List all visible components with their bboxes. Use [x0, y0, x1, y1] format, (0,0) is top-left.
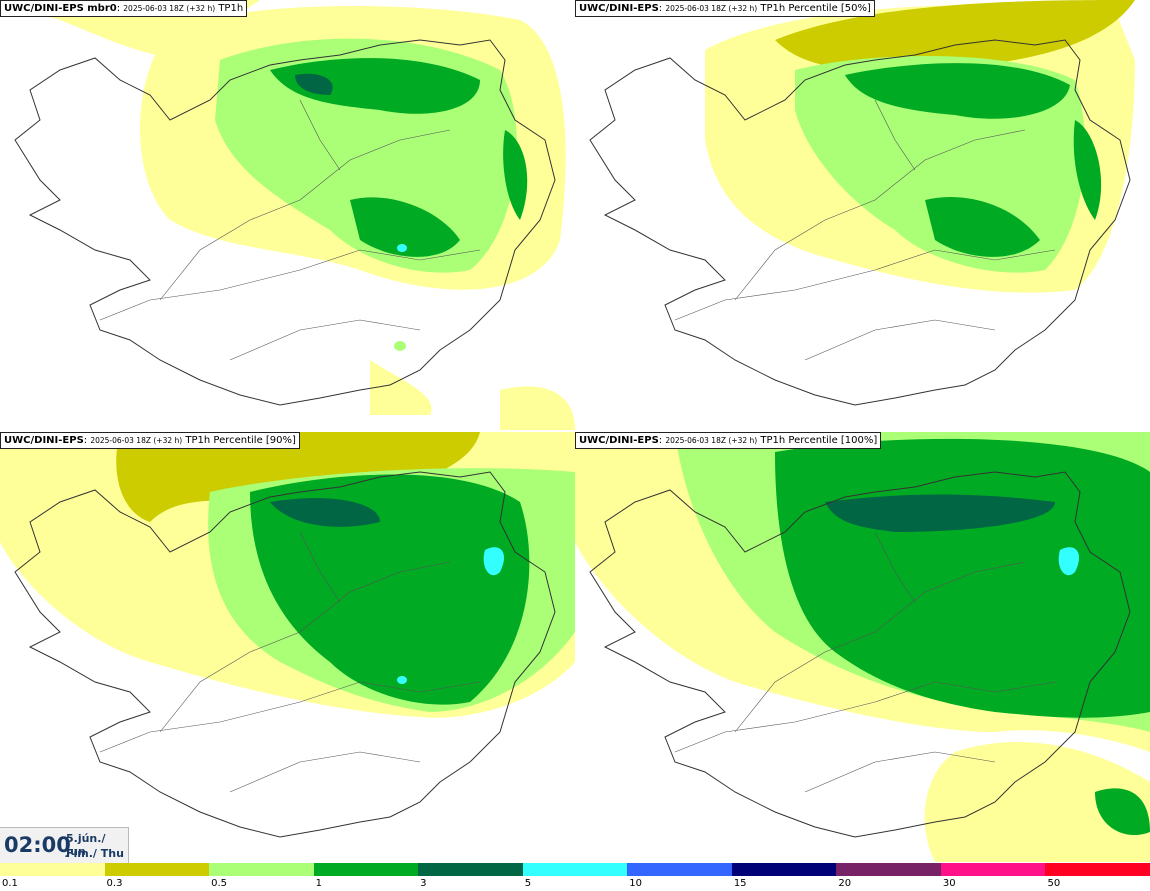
legend-tick-label: 0.3 — [106, 878, 123, 889]
precip-field — [0, 0, 575, 430]
precip-map — [575, 432, 1150, 862]
valid-date-line2: Fim./ Thu — [66, 847, 124, 860]
roads — [99, 531, 481, 793]
precip-map — [0, 432, 575, 838]
precip-field — [0, 432, 575, 718]
color-legend: 0.1 0.3 0.5 1 3 5 10 15 20 30 50 — [0, 863, 1150, 891]
legend-tick-label: 30 — [942, 878, 956, 889]
legend-color-4 — [418, 863, 524, 876]
roads — [674, 531, 1056, 793]
panel-title: UWC/DINI-EPS: 2025-06-03 18Z (+32 h) TP1… — [575, 0, 875, 17]
map-panel-p50: UWC/DINI-EPS: 2025-06-03 18Z (+32 h) TP1… — [575, 0, 1150, 430]
legend-tick-label: 5 — [524, 878, 532, 889]
precip-map — [0, 0, 575, 430]
legend-color-10 — [1045, 863, 1150, 876]
legend-color-8 — [836, 863, 942, 876]
panel-title: UWC/DINI-EPS: 2025-06-03 18Z (+32 h) TP1… — [575, 432, 882, 449]
iceland-coastline — [589, 39, 1131, 406]
legend-tick-label: 1 — [315, 878, 322, 889]
legend-color-6 — [627, 863, 733, 876]
legend-tick-label: 20 — [838, 878, 852, 889]
legend-tick-label: 10 — [629, 878, 642, 889]
valid-time-box: 02:00 5.jún./ Jun Fim./ Thu — [0, 827, 129, 864]
legend-color-3 — [313, 863, 419, 876]
legend-tick-label: 15 — [733, 878, 747, 889]
legend-color-2 — [209, 863, 315, 876]
precip-field — [705, 0, 1135, 293]
precip-field — [575, 432, 1150, 862]
roads — [674, 99, 1056, 361]
legend-color-7 — [731, 863, 837, 876]
panel-title: UWC/DINI-EPS mbr0: 2025-06-03 18Z (+32 h… — [0, 0, 248, 17]
iceland-coastline — [589, 471, 1131, 838]
legend-tick-label: 0.5 — [211, 878, 227, 889]
legend-color-1 — [104, 863, 210, 876]
precip-map — [589, 0, 1135, 406]
legend-tick-label: 50 — [1047, 878, 1061, 889]
legend-color-0 — [0, 863, 106, 876]
map-panel-p100: UWC/DINI-EPS: 2025-06-03 18Z (+32 h) TP1… — [575, 432, 1150, 862]
legend-tick-label: 3 — [420, 878, 427, 889]
valid-time: 02:00 — [4, 833, 71, 857]
legend-color-5 — [522, 863, 628, 876]
map-panel-p90: UWC/DINI-EPS: 2025-06-03 18Z (+32 h) TP1… — [0, 432, 575, 862]
valid-date-line1: 5.jún./ Jun — [66, 832, 106, 858]
legend-tick-label: 0.1 — [2, 878, 18, 889]
panel-title: UWC/DINI-EPS: 2025-06-03 18Z (+32 h) TP1… — [0, 432, 300, 449]
map-panel-mbr0: UWC/DINI-EPS mbr0: 2025-06-03 18Z (+32 h… — [0, 0, 575, 430]
roads — [99, 99, 481, 361]
iceland-coastline — [14, 39, 556, 406]
legend-color-9 — [940, 863, 1046, 876]
iceland-coastline — [14, 471, 556, 838]
